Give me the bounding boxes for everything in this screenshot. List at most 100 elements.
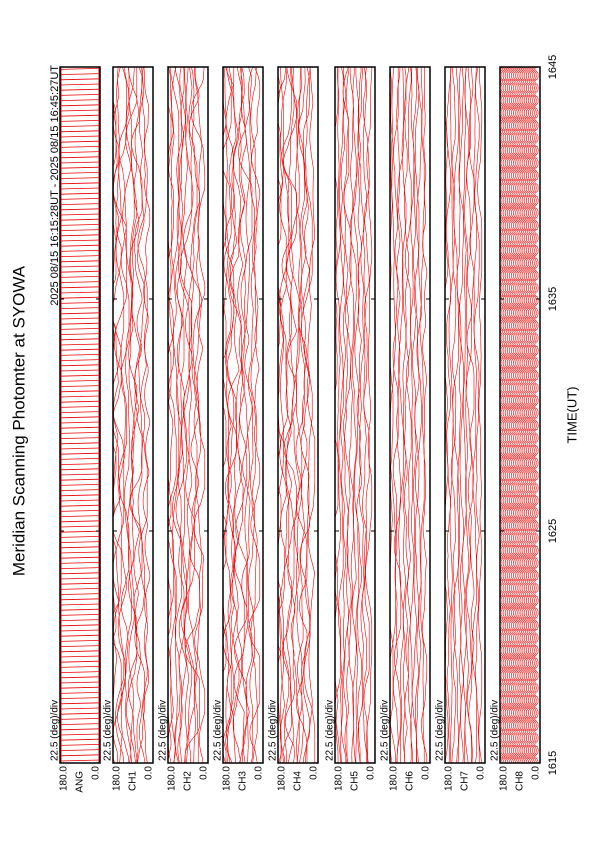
trace bbox=[60, 265, 100, 268]
trace bbox=[60, 73, 100, 75]
trace bbox=[60, 494, 100, 497]
trace bbox=[419, 67, 425, 763]
trace bbox=[413, 67, 420, 763]
trace bbox=[452, 67, 459, 763]
y-bottom-label: 0.0 bbox=[254, 766, 265, 780]
x-axis-label: TIME(UT) bbox=[564, 386, 579, 443]
channel-label: ANG bbox=[75, 771, 86, 793]
rotated-plot: Meridian Scanning Photomter at SYOWA 202… bbox=[9, 55, 579, 793]
trace bbox=[60, 478, 100, 481]
trace bbox=[60, 484, 100, 486]
trace bbox=[60, 588, 100, 590]
trace bbox=[509, 67, 514, 763]
trace bbox=[301, 67, 313, 763]
y-top-label: 180.0 bbox=[167, 766, 178, 791]
trace bbox=[60, 598, 100, 601]
channel-label: CH3 bbox=[238, 771, 249, 791]
panel-scale: 22.5 (deg)/div bbox=[325, 700, 336, 761]
trace bbox=[60, 426, 100, 429]
trace bbox=[60, 120, 100, 122]
trace bbox=[365, 67, 373, 763]
trace bbox=[60, 671, 100, 673]
trace bbox=[60, 354, 100, 356]
trace bbox=[528, 67, 533, 763]
trace bbox=[60, 109, 100, 112]
trace bbox=[520, 67, 526, 763]
trace bbox=[180, 67, 195, 763]
trace bbox=[60, 125, 100, 127]
trace bbox=[60, 156, 100, 159]
channel-label: CH2 bbox=[183, 771, 194, 791]
traces bbox=[445, 67, 483, 763]
trace bbox=[60, 146, 100, 148]
trace bbox=[60, 114, 100, 117]
trace bbox=[60, 343, 100, 346]
trace bbox=[278, 67, 282, 763]
trace bbox=[60, 333, 100, 335]
trace bbox=[134, 67, 145, 763]
trace bbox=[60, 270, 100, 273]
trace bbox=[60, 562, 100, 564]
trace bbox=[357, 67, 365, 763]
trace bbox=[60, 536, 100, 538]
trace bbox=[60, 515, 100, 517]
trace bbox=[60, 624, 100, 627]
trace bbox=[533, 67, 539, 763]
trace bbox=[60, 135, 100, 138]
title: Meridian Scanning Photomter at SYOWA bbox=[9, 265, 28, 576]
trace bbox=[507, 67, 512, 763]
trace bbox=[60, 702, 100, 705]
trace bbox=[60, 338, 100, 341]
trace bbox=[60, 437, 100, 439]
trace bbox=[60, 551, 100, 554]
trace bbox=[278, 67, 287, 763]
trace bbox=[393, 67, 402, 763]
y-bottom-label: 0.0 bbox=[476, 766, 487, 780]
trace bbox=[477, 67, 483, 763]
trace bbox=[500, 67, 505, 763]
trace bbox=[60, 213, 100, 216]
trace bbox=[168, 67, 177, 763]
trace bbox=[60, 192, 100, 195]
y-top-label: 180.0 bbox=[334, 766, 345, 791]
trace bbox=[60, 260, 100, 263]
trace bbox=[60, 447, 100, 450]
trace bbox=[60, 754, 100, 757]
trace bbox=[60, 546, 100, 549]
trace bbox=[223, 67, 227, 763]
trace bbox=[295, 67, 303, 763]
traces bbox=[223, 67, 261, 763]
trace bbox=[340, 67, 347, 763]
panel-frame bbox=[112, 66, 154, 764]
trace bbox=[60, 348, 100, 351]
trace bbox=[60, 281, 100, 283]
trace bbox=[113, 67, 117, 763]
trace bbox=[281, 67, 292, 763]
traces bbox=[168, 67, 206, 763]
panel-frame bbox=[499, 66, 541, 764]
trace bbox=[512, 67, 518, 763]
trace bbox=[60, 744, 100, 746]
trace bbox=[363, 67, 370, 763]
trace bbox=[392, 67, 399, 763]
trace bbox=[176, 67, 185, 763]
trace bbox=[60, 738, 100, 741]
trace bbox=[500, 67, 503, 763]
trace bbox=[137, 67, 148, 763]
trace bbox=[60, 172, 100, 174]
trace bbox=[390, 67, 394, 763]
panel-frame bbox=[389, 66, 431, 764]
trace bbox=[335, 67, 339, 763]
trace bbox=[60, 525, 100, 528]
y-bottom-label: 0.0 bbox=[366, 766, 377, 780]
trace bbox=[60, 593, 100, 595]
y-top-label: 180.0 bbox=[59, 766, 70, 791]
x-tick-label: 1635 bbox=[547, 287, 559, 311]
trace bbox=[464, 67, 470, 763]
trace bbox=[60, 328, 100, 330]
trace bbox=[289, 67, 300, 763]
trace bbox=[510, 67, 516, 763]
trace bbox=[526, 67, 531, 763]
trace bbox=[60, 520, 100, 523]
traces bbox=[335, 67, 373, 763]
